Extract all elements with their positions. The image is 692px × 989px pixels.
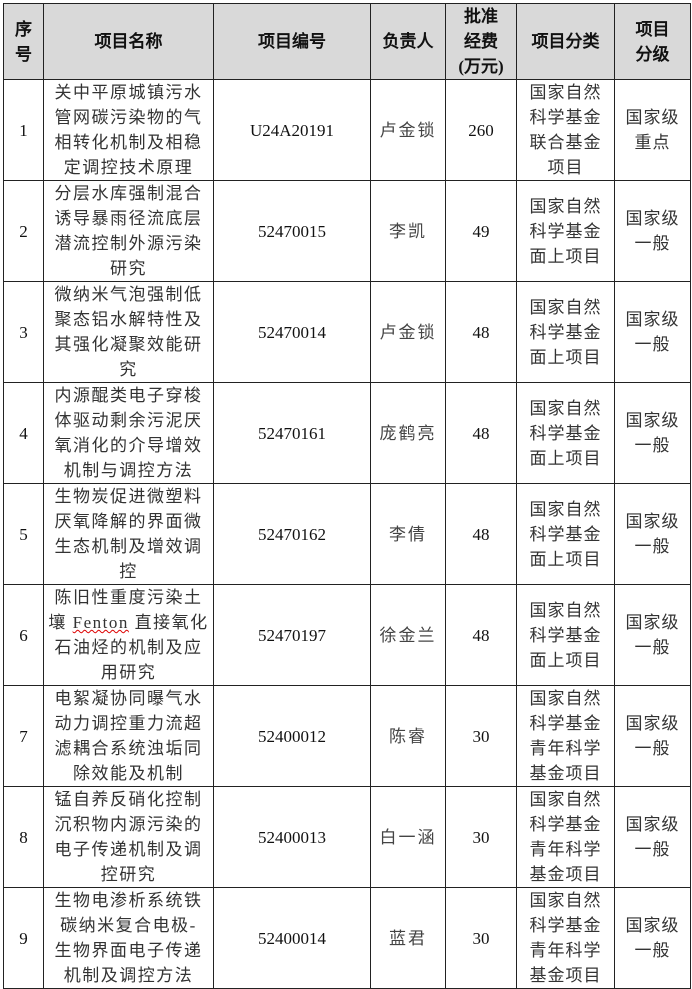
project-code: 52400012 [213, 685, 371, 787]
project-level: 国家级 重点 [614, 79, 691, 181]
row-index: 2 [3, 180, 44, 282]
project-level: 国家级 一般 [614, 180, 691, 282]
project-level: 国家级 一般 [614, 786, 691, 888]
project-category: 国家自然 科学基金 面上项目 [516, 180, 615, 282]
row-index: 9 [3, 887, 44, 989]
project-category: 国家自然 科学基金 青年科学 基金项目 [516, 887, 615, 989]
table-row: 1 关中平原城镇污水 管网碳污染物的气 相转化机制及相稳 定调控技术原理 U24A2… [3, 79, 691, 181]
project-fund: 49 [445, 180, 517, 282]
project-code: 52400013 [213, 786, 371, 888]
project-code: 52470015 [213, 180, 371, 282]
project-fund: 30 [445, 887, 517, 989]
project-leader: 卢金锁 [370, 281, 446, 383]
project-leader: 白一涵 [370, 786, 446, 888]
project-fund: 48 [445, 483, 517, 585]
project-leader: 庞鹤亮 [370, 382, 446, 484]
row-index: 5 [3, 483, 44, 585]
project-fund: 48 [445, 584, 517, 686]
project-fund: 260 [445, 79, 517, 181]
project-code: 52470161 [213, 382, 371, 484]
table-row: 7 电絮凝协同曝气水 动力调控重力流超 滤耦合系统浊垢同 除效能及机制 524000… [3, 685, 691, 787]
spellcheck-word: Fenton [72, 613, 129, 632]
project-level: 国家级 一般 [614, 584, 691, 686]
project-category: 国家自然 科学基金 联合基金 项目 [516, 79, 615, 181]
project-name: 锰自养反硝化控制 沉积物内源污染的 电子传递机制及调 控研究 [43, 786, 214, 888]
header-level: 项目 分级 [614, 3, 691, 80]
row-index: 7 [3, 685, 44, 787]
project-fund: 30 [445, 685, 517, 787]
table-row: 8 锰自养反硝化控制 沉积物内源污染的 电子传递机制及调 控研究 52400013 白… [3, 786, 691, 888]
project-category: 国家自然 科学基金 面上项目 [516, 483, 615, 585]
project-name: 电絮凝协同曝气水 动力调控重力流超 滤耦合系统浊垢同 除效能及机制 [43, 685, 214, 787]
header-code: 项目编号 [213, 3, 371, 80]
project-leader: 李凯 [370, 180, 446, 282]
project-code: 52400014 [213, 887, 371, 989]
project-name: 陈旧性重度污染土 壤 Fenton 直接氧化 石油烃的机制及应 用研究 [43, 584, 214, 686]
project-name: 生物炭促进微塑料 厌氧降解的界面微 生态机制及增效调 控 [43, 483, 214, 585]
project-level: 国家级 一般 [614, 281, 691, 383]
row-index: 1 [3, 79, 44, 181]
project-level: 国家级 一般 [614, 685, 691, 787]
header-category: 项目分类 [516, 3, 615, 80]
project-leader: 徐金兰 [370, 584, 446, 686]
header-fund: 批准 经费 (万元) [445, 3, 517, 80]
project-category: 国家自然 科学基金 青年科学 基金项目 [516, 786, 615, 888]
table-row: 3 微纳米气泡强制低 聚态铝水解特性及 其强化凝聚效能研 究 52470014 卢金锁… [3, 281, 691, 383]
header-index: 序 号 [3, 3, 44, 80]
project-category: 国家自然 科学基金 面上项目 [516, 584, 615, 686]
project-fund: 30 [445, 786, 517, 888]
project-name: 关中平原城镇污水 管网碳污染物的气 相转化机制及相稳 定调控技术原理 [43, 79, 214, 181]
table-row: 5 生物炭促进微塑料 厌氧降解的界面微 生态机制及增效调 控 52470162 李倩 4… [3, 483, 691, 585]
project-category: 国家自然 科学基金 面上项目 [516, 281, 615, 383]
project-code: 52470162 [213, 483, 371, 585]
project-name: 内源醌类电子穿梭 体驱动剩余污泥厌 氧消化的介导增效 机制与调控方法 [43, 382, 214, 484]
project-code: U24A20191 [213, 79, 371, 181]
row-index: 3 [3, 281, 44, 383]
row-index: 8 [3, 786, 44, 888]
project-level: 国家级 一般 [614, 483, 691, 585]
project-code: 52470197 [213, 584, 371, 686]
table-row: 2 分层水库强制混合 诱导暴雨径流底层 潜流控制外源污染 研究 52470015 李凯… [3, 180, 691, 282]
header-name: 项目名称 [43, 3, 214, 80]
project-category: 国家自然 科学基金 面上项目 [516, 382, 615, 484]
project-category: 国家自然 科学基金 青年科学 基金项目 [516, 685, 615, 787]
table-row: 9 生物电渗析系统铁 碳纳米复合电极- 生物界面电子传递 机制及调控方法 52400… [3, 887, 691, 989]
row-index: 4 [3, 382, 44, 484]
project-fund: 48 [445, 281, 517, 383]
project-fund: 48 [445, 382, 517, 484]
table-row: 4 内源醌类电子穿梭 体驱动剩余污泥厌 氧消化的介导增效 机制与调控方法 52470… [3, 382, 691, 484]
header-person: 负责人 [370, 3, 446, 80]
project-level: 国家级 一般 [614, 887, 691, 989]
table-row: 6 陈旧性重度污染土 壤 Fenton 直接氧化 石油烃的机制及应 用研究 5247… [3, 584, 691, 686]
project-code: 52470014 [213, 281, 371, 383]
project-name: 微纳米气泡强制低 聚态铝水解特性及 其强化凝聚效能研 究 [43, 281, 214, 383]
project-name: 生物电渗析系统铁 碳纳米复合电极- 生物界面电子传递 机制及调控方法 [43, 887, 214, 989]
project-leader: 陈睿 [370, 685, 446, 787]
projects-table: 序 号 项目名称 项目编号 负责人 批准 经费 (万元) 项目分类 项目 分级 … [3, 3, 691, 989]
project-name: 分层水库强制混合 诱导暴雨径流底层 潜流控制外源污染 研究 [43, 180, 214, 282]
project-leader: 李倩 [370, 483, 446, 585]
project-level: 国家级 一般 [614, 382, 691, 484]
project-leader: 蓝君 [370, 887, 446, 989]
row-index: 6 [3, 584, 44, 686]
project-leader: 卢金锁 [370, 79, 446, 181]
header-row: 序 号 项目名称 项目编号 负责人 批准 经费 (万元) 项目分类 项目 分级 [3, 3, 691, 80]
